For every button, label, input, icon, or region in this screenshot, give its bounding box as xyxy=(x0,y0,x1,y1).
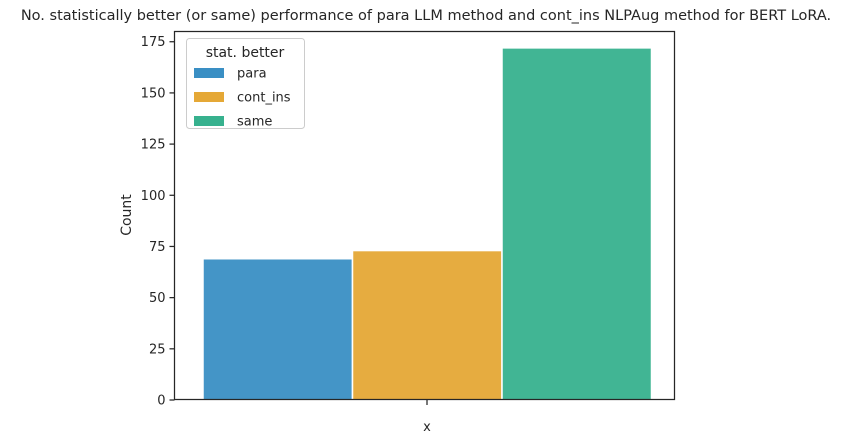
bar-same xyxy=(501,47,653,401)
bars-layer xyxy=(202,47,653,401)
legend-swatch-same xyxy=(194,116,224,126)
y-axis-ticks: 0 25 50 75 100 125 150 175 xyxy=(141,35,175,409)
legend-label-para: para xyxy=(237,67,267,82)
chart-title: No. statistically better (or same) perfo… xyxy=(21,8,831,24)
y-tick-label: 175 xyxy=(141,35,166,50)
y-tick-label: 25 xyxy=(149,342,166,357)
legend-swatch-para xyxy=(194,68,224,78)
bar-cont-ins xyxy=(351,249,503,401)
y-tick-label: 50 xyxy=(149,291,166,306)
legend-swatch-cont-ins xyxy=(194,92,224,102)
y-axis-label: Count xyxy=(119,194,135,236)
legend-label-same: same xyxy=(237,115,272,130)
y-tick-label: 125 xyxy=(141,138,166,153)
plot-frame xyxy=(173,30,676,401)
legend-label-cont-ins: cont_ins xyxy=(237,91,291,106)
legend-box xyxy=(186,38,305,129)
y-tick-label: 100 xyxy=(141,189,166,204)
bar-para xyxy=(202,257,354,401)
y-tick-label: 0 xyxy=(157,394,165,409)
x-tick-label: x xyxy=(423,420,431,435)
y-tick-label: 150 xyxy=(141,86,166,101)
y-tick-label: 75 xyxy=(149,240,166,255)
legend-title: stat. better xyxy=(206,45,285,61)
